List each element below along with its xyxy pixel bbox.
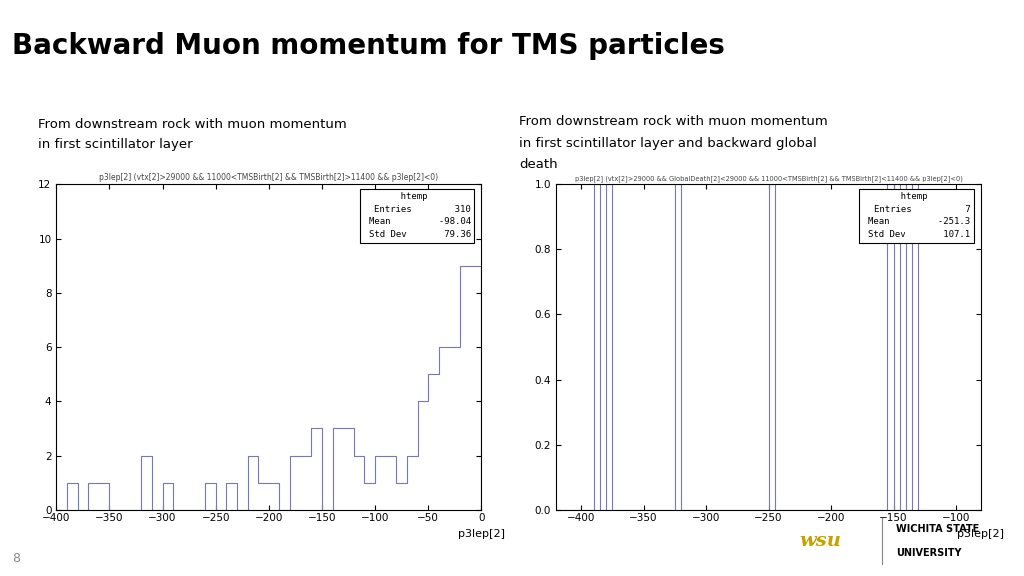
Title: p3lep[2] (vtx[2]>29000 && 11000<TMSBirth[2] && TMSBirth[2]>11400 && p3lep[2]<0): p3lep[2] (vtx[2]>29000 && 11000<TMSBirth… (99, 173, 438, 182)
Text: From downstream rock with muon momentum: From downstream rock with muon momentum (38, 118, 347, 131)
Polygon shape (0, 66, 70, 104)
Text: UNIVERSITY: UNIVERSITY (896, 548, 962, 558)
Text: in first scintillator layer: in first scintillator layer (38, 138, 193, 151)
Text: htemp        
Entries          7
Mean         -251.3
Std Dev       107.1: htemp Entries 7 Mean -251.3 Std Dev 107.… (863, 192, 971, 239)
Text: From downstream rock with muon momentum: From downstream rock with muon momentum (519, 115, 828, 128)
Text: Backward Muon momentum for TMS particles: Backward Muon momentum for TMS particles (12, 32, 725, 60)
Text: death: death (519, 158, 558, 171)
Text: in first scintillator layer and backward global: in first scintillator layer and backward… (519, 137, 817, 150)
Title: p3lep[2] (vtx[2]>29000 && GlobalDeath[2]<29000 && 11000<TMSBirth[2] && TMSBirth[: p3lep[2] (vtx[2]>29000 && GlobalDeath[2]… (574, 175, 963, 182)
Text: wsu: wsu (800, 532, 842, 551)
Text: WICHITA STATE: WICHITA STATE (896, 524, 979, 534)
Text: 8: 8 (12, 552, 20, 564)
Text: htemp        
Entries        310
Mean         -98.04
Std Dev       79.36: htemp Entries 310 Mean -98.04 Std Dev 79… (364, 192, 471, 239)
X-axis label: p3lep[2]: p3lep[2] (957, 529, 1005, 539)
X-axis label: p3lep[2]: p3lep[2] (458, 529, 505, 539)
